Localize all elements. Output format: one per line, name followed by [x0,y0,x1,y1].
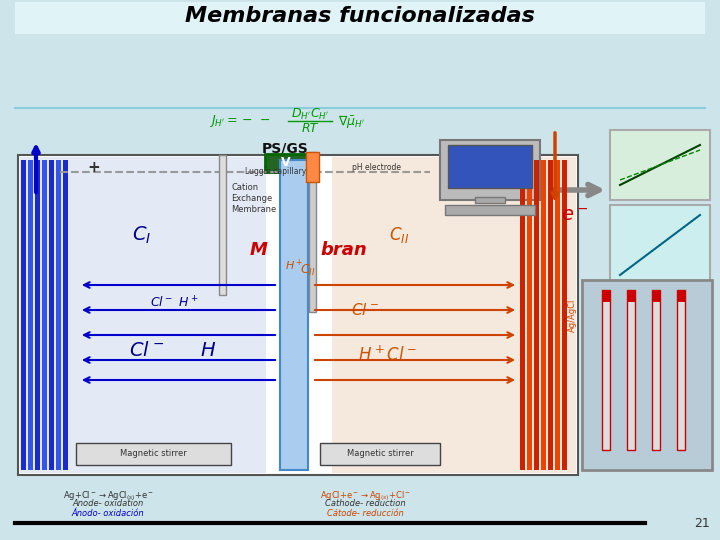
Bar [652,290,660,450]
Bar [28,160,33,470]
Bar [280,160,308,470]
Bar [534,160,539,470]
Text: AgCl+e$^-$$\to$Ag$_{(s)}$+Cl$^-$: AgCl+e$^-$$\to$Ag$_{(s)}$+Cl$^-$ [320,489,410,503]
Text: PS/GS: PS/GS [261,141,308,155]
Text: Luggin capillary: Luggin capillary [245,166,306,176]
Bar [677,290,685,450]
Text: +: + [87,159,100,174]
Bar [49,160,54,470]
Text: M: M [250,241,268,259]
Text: Cation
Exchange
Membrane: Cation Exchange Membrane [232,183,277,214]
Text: $D_{H'} C_{H'}$: $D_{H'} C_{H'}$ [291,106,329,122]
Bar [627,290,635,302]
Bar [610,205,710,285]
Bar [541,160,546,470]
Text: Magnetic stirrer: Magnetic stirrer [120,449,186,458]
Bar [520,160,525,470]
Bar [309,152,316,312]
Bar [527,160,532,470]
Bar [548,160,553,470]
Bar [35,160,40,470]
Text: $Cl^-$: $Cl^-$ [351,302,379,318]
Bar [219,155,226,295]
Bar [610,130,710,200]
Text: $H^+ Cl^-$: $H^+ Cl^-$ [358,346,417,365]
Bar [440,140,540,200]
Bar [602,290,610,450]
Text: $H^+$: $H^+$ [285,258,303,273]
Text: Anode- oxidation: Anode- oxidation [73,499,143,508]
Bar [475,197,505,203]
Bar [306,152,319,182]
Bar [602,290,610,302]
Bar [63,160,68,470]
Bar [555,160,560,470]
Text: $e^-$: $e^-$ [561,206,589,225]
Text: pH electrode: pH electrode [352,164,401,172]
Text: RT: RT [302,122,318,134]
Text: 21: 21 [694,517,710,530]
Text: $C_I$: $C_I$ [132,224,150,246]
Text: $\nabla\bar{\mu}_{H'}$: $\nabla\bar{\mu}_{H'}$ [338,112,365,130]
Bar [562,160,567,470]
Text: Ag/AgCl: Ag/AgCl [567,298,577,332]
Bar [265,154,307,172]
Text: Membranas funcionalizadas: Membranas funcionalizadas [185,6,535,26]
Text: $C_{II}$: $C_{II}$ [389,225,409,245]
Text: $J_{H'} = -\,-$: $J_{H'} = -\,-$ [209,113,270,129]
Bar [627,290,635,450]
Text: Magnetic stirrer: Magnetic stirrer [347,449,414,458]
Bar [332,157,576,473]
Bar [582,280,712,470]
Bar [56,160,61,470]
Bar [445,205,535,215]
Text: V: V [282,157,291,170]
Text: $Cl^-\ H^+$: $Cl^-\ H^+$ [150,295,199,310]
Bar [21,160,26,470]
Text: Ag+Cl$^-$$\to$AgCl$_{(s)}$+e$^-$: Ag+Cl$^-$$\to$AgCl$_{(s)}$+e$^-$ [63,489,153,503]
Text: $C_{II}$: $C_{II}$ [300,262,316,278]
Text: Ánodo- oxidación: Ánodo- oxidación [72,509,144,518]
Text: $Cl^-$: $Cl^-$ [129,341,164,360]
Text: bran: bran [320,241,366,259]
Bar [320,443,441,465]
Bar [76,443,231,465]
Bar [20,157,266,473]
Bar [652,290,660,302]
Bar [15,2,705,34]
Bar [42,160,47,470]
Bar [677,290,685,302]
Text: Cathode- reduction: Cathode- reduction [325,499,405,508]
Text: Cátode- reducción: Cátode- reducción [327,509,404,518]
Text: $H$: $H$ [200,341,217,360]
Bar [18,155,578,475]
Bar [448,145,532,188]
